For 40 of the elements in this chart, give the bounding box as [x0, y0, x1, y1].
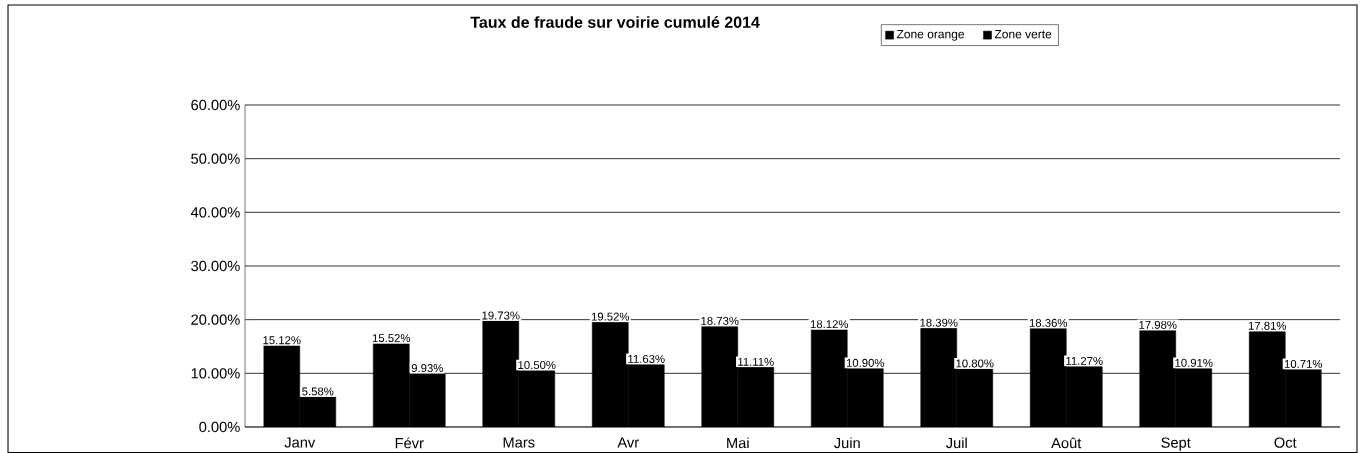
y-tick-label: 0.00% [199, 421, 240, 433]
data-label: 10.91% [1175, 358, 1213, 367]
data-label: 10.71% [1284, 359, 1323, 368]
data-label: 10.90% [846, 358, 885, 367]
data-label: 18.12% [810, 320, 849, 329]
x-tick-label: Avr [617, 437, 639, 448]
data-label: 17.81% [1248, 321, 1287, 330]
data-label: 17.98% [1139, 320, 1177, 329]
data-label: 15.52% [372, 334, 411, 343]
data-label: 11.27% [1066, 356, 1103, 365]
y-tick-label: 40.00% [190, 207, 240, 218]
data-label: 10.80% [956, 359, 994, 368]
legend-label: Zone orange [896, 29, 965, 41]
y-tick-label: 10.00% [191, 368, 240, 379]
x-tick-label: Août [1051, 437, 1082, 449]
data-label: 18.36% [1029, 318, 1068, 327]
y-tick-label: 60.00% [191, 99, 240, 111]
x-tick-label: Sept [1161, 437, 1191, 451]
data-label: 15.12% [263, 336, 301, 345]
data-label: 11.11% [738, 357, 774, 366]
data-label: 9.93% [411, 364, 443, 373]
data-label: 19.52% [591, 312, 630, 321]
data-label: 18.39% [920, 318, 958, 327]
data-label: 10.50% [518, 361, 556, 370]
x-tick-label: Janv [284, 437, 316, 448]
x-tick-label: Févr [395, 437, 424, 449]
x-tick-label: Mars [503, 437, 535, 448]
x-tick-label: Mai [727, 437, 749, 449]
data-label: 18.73% [701, 316, 739, 325]
data-label: 19.73% [482, 311, 520, 320]
x-tick-label: Juin [834, 437, 860, 449]
chart-title: Taux de fraude sur voirie cumulé 2014 [470, 16, 760, 28]
x-tick-label: Oct [1274, 437, 1297, 448]
y-tick-label: 50.00% [191, 153, 240, 164]
legend-label: Zone verte [994, 29, 1052, 39]
data-label: 5.58% [302, 387, 334, 396]
x-tick-label: Juil [945, 437, 967, 449]
y-tick-label: 30.00% [191, 260, 240, 272]
data-label: 11.63% [628, 354, 665, 363]
y-tick-label: 20.00% [191, 314, 240, 325]
